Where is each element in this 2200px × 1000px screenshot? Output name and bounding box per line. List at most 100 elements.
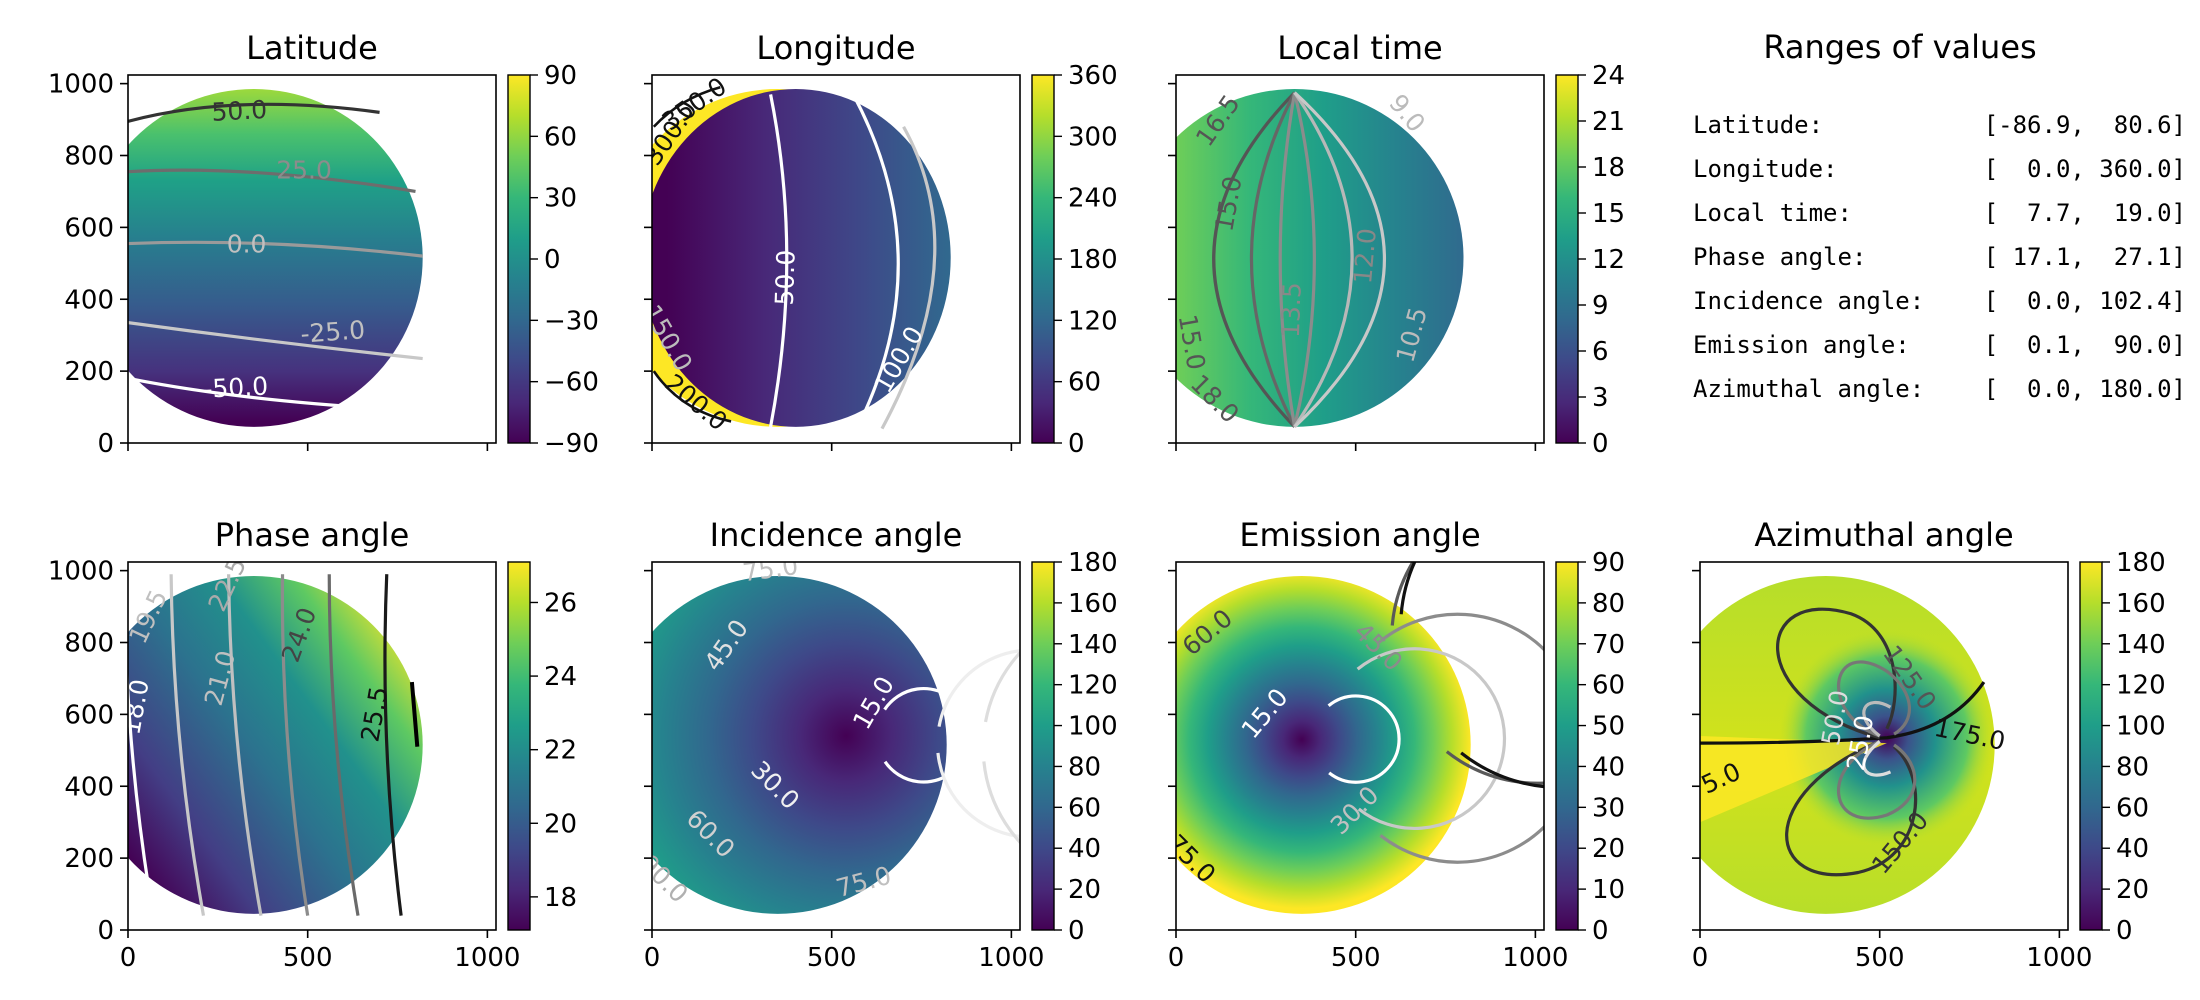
colorbar-tick-label: 100 — [2116, 712, 2166, 742]
image-area: 50.0 25.0 0.0 -25.0 -50.0 — [128, 89, 423, 427]
colorbar-tick-label: −90 — [544, 429, 599, 459]
contour-line — [128, 240, 423, 258]
contour-label: -25.0 — [299, 315, 366, 348]
colorbar-tick-label: 20 — [1592, 834, 1625, 864]
colorbar-tick-label: 30 — [544, 184, 577, 214]
range-value: [ 0.0, 102.4] — [1984, 287, 2186, 315]
contour-line — [1293, 91, 1354, 428]
colorbar-tick-label: 120 — [1068, 306, 1118, 336]
range-value: [ 0.1, 90.0] — [1984, 331, 2186, 359]
colorbar-tick-label: 15 — [1592, 199, 1625, 229]
colorbar-tick-label: 9 — [1592, 291, 1609, 321]
contour-label: 13.5 — [1276, 282, 1307, 339]
colorbar-tick-label: 160 — [1068, 589, 1118, 619]
colorbar-tick-label: 240 — [1068, 184, 1118, 214]
panel-azimuthal-angle: Azimuthal angle 25.050.0125.0150.0175.017… — [1692, 516, 2166, 973]
contour-line — [1293, 91, 1386, 428]
colorbar-tick-label: 40 — [2116, 834, 2149, 864]
contour-line — [1293, 92, 1316, 428]
x-tick-label: 500 — [1855, 943, 1905, 973]
colorbar-tick-label: 12 — [1592, 245, 1625, 275]
colorbar — [1555, 74, 1579, 444]
panel-title: Latitude — [246, 29, 378, 67]
range-label: Latitude: — [1693, 111, 1823, 139]
colorbar-tick-label: 40 — [1592, 752, 1625, 782]
planet-disk — [1176, 89, 1464, 427]
colorbar-tick-label: 0 — [1592, 429, 1609, 459]
y-tick-label: 200 — [64, 357, 114, 387]
panel-ranges-of-values: Ranges of values Latitude: [-86.9, 80.6] Lo… — [1693, 28, 2186, 403]
colorbar-tick-label: 26 — [544, 588, 577, 618]
y-tick-label: 400 — [64, 772, 114, 802]
range-label: Emission angle: — [1693, 331, 1910, 359]
range-label: Azimuthal angle: — [1693, 375, 1924, 403]
contour-label: 25.0 — [276, 156, 332, 185]
x-tick-label: 0 — [1168, 943, 1185, 973]
contour-line — [227, 574, 263, 916]
colorbar-tick-label: 0 — [1592, 916, 1609, 946]
x-tick-label: 0 — [120, 943, 137, 973]
axes-frame — [651, 74, 1021, 444]
colorbar-tick-label: 60 — [1068, 793, 1101, 823]
colorbar-tick-label: 18 — [1592, 153, 1625, 183]
colorbar-tick-label: 80 — [2116, 752, 2149, 782]
colorbar-tick-label: 180 — [1068, 548, 1118, 578]
x-tick-label: 500 — [1331, 943, 1381, 973]
x-tick-label: 1000 — [2026, 943, 2092, 973]
contour-line — [1249, 91, 1297, 428]
y-tick-label: 800 — [64, 629, 114, 659]
y-tick-label: 1000 — [48, 70, 114, 100]
image-area: 16.515.013.512.010.59.018.015.0 — [1176, 89, 1464, 429]
contour-line — [409, 681, 420, 747]
range-value: [ 0.0, 180.0] — [1984, 375, 2186, 403]
colorbar-tick-label: 160 — [2116, 589, 2166, 619]
panel-local-time: Local time16.515.013.512.010.59.018.015.… — [1168, 29, 1625, 459]
colorbar — [1031, 74, 1055, 444]
contour-line — [1862, 700, 1892, 738]
colorbar-tick-label: 100 — [1068, 712, 1118, 742]
colorbar-tick-label: 30 — [1592, 793, 1625, 823]
axes-frame — [1699, 561, 2069, 931]
image-area: 18.019.521.022.524.025.5 — [128, 562, 423, 916]
contour-line — [880, 125, 937, 430]
colorbar-tick-label: −60 — [544, 368, 599, 398]
range-label: Longitude: — [1693, 155, 1838, 183]
range-value: [-86.9, 80.6] — [1984, 111, 2186, 139]
contour-line — [383, 574, 403, 916]
y-tick-label: 600 — [64, 700, 114, 730]
contour-line — [128, 376, 387, 411]
colorbar-tick-label: 180 — [1068, 245, 1118, 275]
colorbar-tick-label: 140 — [1068, 630, 1118, 660]
axes-frame — [651, 561, 1021, 931]
contour-line — [128, 168, 416, 194]
y-tick-label: 0 — [97, 916, 114, 946]
y-tick-label: 600 — [64, 213, 114, 243]
panel-phase-angle: Phase angle 18.019.521.022.524.025.5 0 500 1… — [48, 516, 577, 973]
contour-line — [128, 321, 423, 361]
colorbar-tick-label: 360 — [1068, 61, 1118, 91]
colorbar-tick-label: 50 — [1592, 712, 1625, 742]
axes-frame — [127, 74, 497, 444]
y-tick-label: 200 — [64, 844, 114, 874]
contour-line — [169, 574, 206, 916]
panel-title: Longitude — [756, 29, 915, 67]
planet-disk — [652, 576, 947, 914]
colorbar-tick-label: 70 — [1592, 630, 1625, 660]
planet-disk — [128, 89, 423, 427]
colorbar-tick-label: 80 — [1068, 752, 1101, 782]
colorbar-tick-label: 24 — [1592, 61, 1625, 91]
colorbar-tick-label: 120 — [2116, 671, 2166, 701]
contour-line — [1356, 647, 1507, 831]
panel-incidence-angle: Incidence angle 15.030.045.060.075.075.09… — [644, 516, 1118, 973]
panel-title: Phase angle — [215, 516, 410, 554]
range-label: Phase angle: — [1693, 243, 1866, 271]
panel-title: Emission angle — [1239, 516, 1480, 554]
colorbar-tick-label: 80 — [1592, 589, 1625, 619]
axes-frame — [1175, 561, 1545, 931]
colorbar-tick-label: 20 — [1068, 875, 1101, 905]
colorbar-tick-label: 18 — [544, 883, 577, 913]
